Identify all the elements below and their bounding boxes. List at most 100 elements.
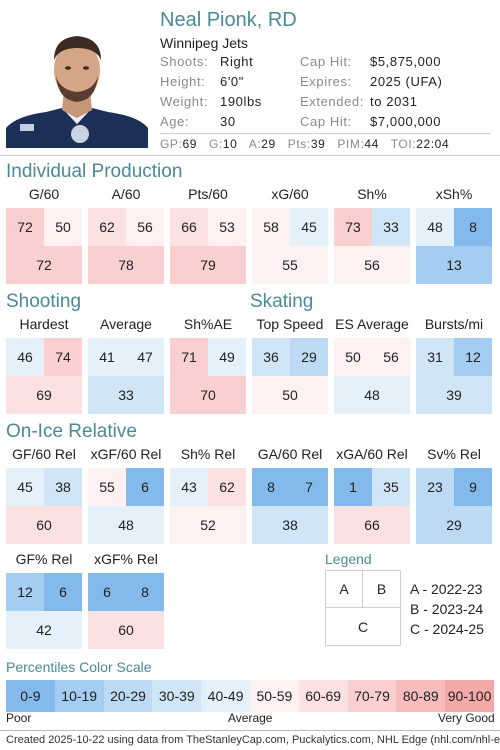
percentile-cell-a: 8 xyxy=(252,468,290,506)
percentile-cell-a: 45 xyxy=(6,468,44,506)
percentile-cell-a: 55 xyxy=(88,468,126,506)
metric-label: xGA/60 Rel xyxy=(336,446,408,462)
percentile-cell-a: 48 xyxy=(416,208,454,246)
legend-cell-a: A xyxy=(326,571,363,608)
percentile-cell-a: 50 xyxy=(334,338,372,376)
percentile-cell-b: 56 xyxy=(126,208,164,246)
section-title-skating: Skating xyxy=(250,291,314,312)
scale-bin: 90-100 xyxy=(445,680,494,712)
scale-bin: 20-29 xyxy=(103,680,153,712)
metric-label: Sh% xyxy=(357,186,387,202)
metric-label: A/60 xyxy=(111,186,141,202)
legend-cell-c: C xyxy=(357,618,369,635)
metric-label: G/60 xyxy=(28,186,60,202)
percentile-cell-c: 50 xyxy=(252,376,328,414)
percentile-cell-a: 62 xyxy=(88,208,126,246)
percentile-cell-a: 6 xyxy=(88,573,126,611)
percentile-cell-c: 69 xyxy=(6,376,82,414)
percentile-cell-a: 41 xyxy=(88,338,126,376)
percentile-cell-c: 56 xyxy=(334,246,410,284)
season-statline: GP:69 G:10 A:29 Pts:39 PIM:44 TOI:22:04 xyxy=(160,137,457,151)
legend-cell-b: B xyxy=(363,571,400,608)
percentile-cell-a: 58 xyxy=(252,208,290,246)
percentile-cell-a: 73 xyxy=(334,208,372,246)
info-label: Extended: xyxy=(300,94,364,109)
percentile-cell-b: 38 xyxy=(44,468,82,506)
percentile-cell-a: 1 xyxy=(334,468,372,506)
metric-label: GA/60 Rel xyxy=(257,446,323,462)
percentile-cell-b: 45 xyxy=(290,208,328,246)
info-value: to 2031 xyxy=(370,94,418,109)
metric-label: xSh% xyxy=(435,186,473,202)
metric-label: GF/60 Rel xyxy=(12,446,76,462)
percentile-cell-b: 6 xyxy=(126,468,164,506)
color-scale-title: Percentiles Color Scale xyxy=(6,659,152,675)
scale-bin: 40-49 xyxy=(201,680,250,712)
percentile-cell-c: 38 xyxy=(252,506,328,544)
percentile-cell-a: 31 xyxy=(416,338,454,376)
metric-label: Average xyxy=(100,316,152,332)
divider xyxy=(160,133,490,134)
info-row: Shoots: Right Cap Hit: $5,875,000 xyxy=(160,54,490,74)
scale-bin: 30-39 xyxy=(152,680,202,712)
percentile-cell-c: 70 xyxy=(170,376,246,414)
color-scale: 0-9 10-19 20-29 30-39 40-49 50-59 60-69 70-79 80… xyxy=(6,680,494,712)
info-label: Age: xyxy=(160,114,190,129)
scale-bin: 0-9 xyxy=(6,680,55,712)
metric-label: ES Average xyxy=(335,316,409,332)
stat-value: 22:04 xyxy=(416,137,450,151)
stat-value: 10 xyxy=(222,137,238,151)
percentile-cell-c: 42 xyxy=(6,611,82,649)
percentile-cell-b: 35 xyxy=(372,468,410,506)
percentile-cell-b: 6 xyxy=(44,573,82,611)
stat-value: 29 xyxy=(261,137,276,151)
stat-value: 39 xyxy=(310,137,326,151)
metric-label: Sh%AE xyxy=(183,316,233,332)
percentile-cell-b: 49 xyxy=(208,338,246,376)
percentile-cell-b: 7 xyxy=(290,468,328,506)
info-label: Shoots: xyxy=(160,54,209,69)
metric-label: Bursts/mi xyxy=(424,316,484,332)
percentile-cell-c: 52 xyxy=(170,506,246,544)
percentile-cell-c: 79 xyxy=(170,246,246,284)
info-value: 6'0" xyxy=(220,74,244,89)
percentile-cell-b: 56 xyxy=(372,338,410,376)
stat-label: TOI: xyxy=(390,137,417,151)
info-label: Cap Hit: xyxy=(300,114,352,129)
stat-label: A: xyxy=(248,137,262,151)
percentile-cell-b: 29 xyxy=(290,338,328,376)
scale-bin: 70-79 xyxy=(347,680,397,712)
info-label: Height: xyxy=(160,74,206,89)
info-row: Weight: 190lbs Extended: to 2031 xyxy=(160,94,490,114)
legend-box: A B C xyxy=(325,570,401,646)
percentile-cell-c: 33 xyxy=(88,376,164,414)
metric-label: xGF/60 Rel xyxy=(90,446,162,462)
scale-low-label: Poor xyxy=(6,711,32,725)
percentile-cell-b: 74 xyxy=(44,338,82,376)
percentile-cell-b: 8 xyxy=(126,573,164,611)
legend-item: B - 2023-24 xyxy=(410,601,484,617)
percentile-cell-c: 66 xyxy=(334,506,410,544)
legend-item: A - 2022-23 xyxy=(410,581,483,597)
percentile-cell-a: 43 xyxy=(170,468,208,506)
percentile-cell-c: 48 xyxy=(88,506,164,544)
stat-label: PIM: xyxy=(337,137,365,151)
percentile-cell-b: 33 xyxy=(372,208,410,246)
percentile-cell-b: 50 xyxy=(44,208,82,246)
info-value: $5,875,000 xyxy=(370,54,442,69)
percentile-cell-a: 72 xyxy=(6,208,44,246)
percentile-cell-c: 60 xyxy=(88,611,164,649)
stat-value: 44 xyxy=(364,137,379,151)
stat-label: Pts: xyxy=(287,137,311,151)
metric-label: Sh% Rel xyxy=(180,446,236,462)
player-name: Neal Pionk, RD xyxy=(160,9,297,31)
scale-bin: 80-89 xyxy=(396,680,446,712)
info-value: 190lbs xyxy=(220,94,262,109)
info-value: Right xyxy=(220,54,254,69)
scale-bin: 60-69 xyxy=(298,680,348,712)
percentile-cell-c: 39 xyxy=(416,376,492,414)
stat-label: GP: xyxy=(160,137,183,151)
percentile-cell-b: 9 xyxy=(454,468,492,506)
info-row: Age: 30 Cap Hit: $7,000,000 xyxy=(160,114,490,134)
percentile-cell-b: 53 xyxy=(208,208,246,246)
